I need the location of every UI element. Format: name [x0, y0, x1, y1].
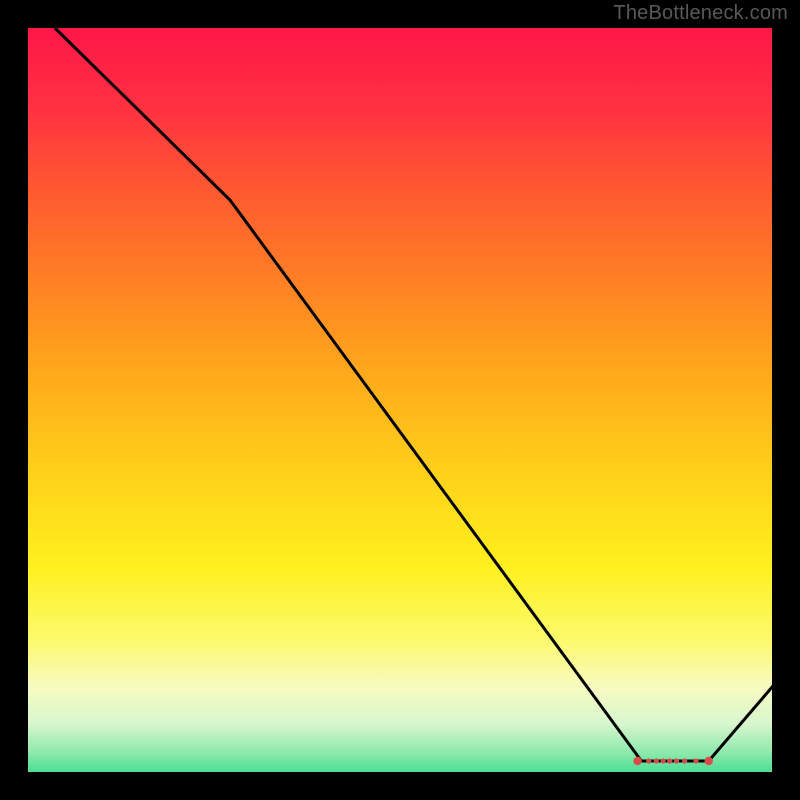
- chart-frame: [0, 0, 800, 800]
